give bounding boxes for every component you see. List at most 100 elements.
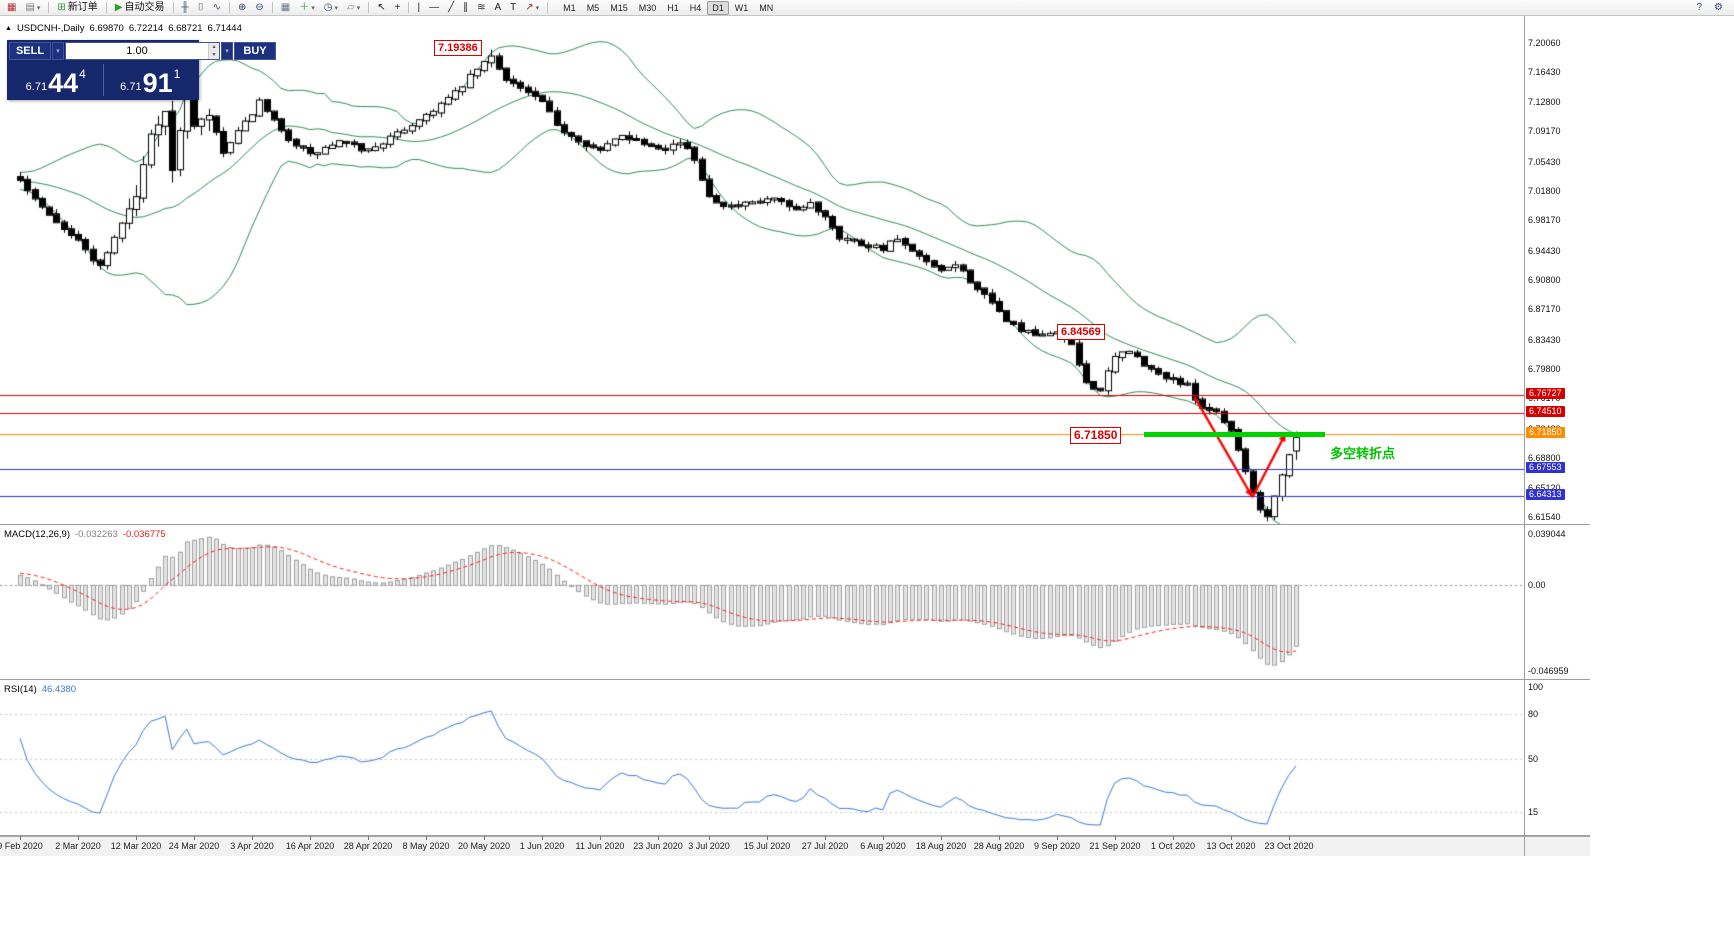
date-tick-label: 23 Jun 2020 <box>633 841 683 851</box>
macd-scale-label: 0.00 <box>1528 580 1546 590</box>
auto-trading-icon: ▶ <box>114 1 123 13</box>
macd-pane-canvas[interactable] <box>0 525 1524 679</box>
chart-low-value: 6.68721 <box>168 23 203 34</box>
price-tick-label: 6.61540 <box>1528 512 1561 522</box>
price-tick-label: 6.68800 <box>1528 453 1561 463</box>
zoom-out-icon[interactable]: ⊖ <box>251 0 267 16</box>
caret-down-icon: ▾ <box>356 4 361 12</box>
date-tick <box>767 836 768 840</box>
timeframe-d1[interactable]: D1 <box>707 0 729 15</box>
panel-separator[interactable] <box>0 835 1590 836</box>
toolbar-separator <box>547 2 549 13</box>
date-tick-label: 3 Apr 2020 <box>230 841 274 851</box>
date-tick-label: 12 Mar 2020 <box>110 841 162 851</box>
channel-icon[interactable]: ∥ <box>459 0 472 16</box>
date-tick <box>20 836 21 840</box>
bar-chart-icon[interactable]: ╫ <box>178 0 193 16</box>
indicators-button[interactable]: ＋ ▾ <box>295 0 319 16</box>
date-tick-label: 20 May 2020 <box>457 841 511 851</box>
price-annotation-mid[interactable]: 6.84569 <box>1057 324 1105 340</box>
buy-price[interactable]: 6.71 91 1 <box>104 62 198 98</box>
volume-increase-button[interactable]: ▴ <box>208 43 219 51</box>
buy-button[interactable]: BUY <box>234 42 276 60</box>
candlestick-chart-icon[interactable]: ⌷ <box>194 0 208 16</box>
panel-separator[interactable] <box>0 524 1590 525</box>
trendline-icon[interactable]: ╱ <box>444 0 458 16</box>
arrows-button[interactable]: ↗ ▾ <box>521 0 543 16</box>
timeframe-m1[interactable]: M1 <box>563 2 576 13</box>
date-tick <box>999 836 1000 840</box>
zoom-out-icon: ⊖ <box>255 1 264 13</box>
macd-scale-label: 0.039044 <box>1528 529 1566 539</box>
chart-high-value: 6.72214 <box>128 23 164 34</box>
turning-point-label[interactable]: 多空转折点 <box>1330 446 1396 461</box>
price-tick-label: 6.65120 <box>1528 483 1561 493</box>
horizontal-line-icon[interactable]: — <box>425 0 443 16</box>
date-tick <box>1173 836 1174 840</box>
price-tick-label: 7.20060 <box>1528 38 1561 48</box>
templates-button[interactable]: ▱ ▾ <box>343 0 364 16</box>
settings-icon[interactable]: ⚙ <box>1710 0 1727 16</box>
timeframe-mn[interactable]: MN <box>759 2 774 13</box>
time-axis[interactable] <box>0 836 1590 856</box>
price-tick-label: 7.05430 <box>1528 157 1561 167</box>
periods-button[interactable]: ◷ ▾ <box>320 0 342 16</box>
timeframe-buttons: M1 M5 M15 M30 H1 H4 D1 W1 MN <box>558 0 778 15</box>
macd-signal-value: -0.036775 <box>122 529 166 540</box>
new-order-button[interactable]: ⊞ 新订单 <box>53 0 101 16</box>
timeframe-m15[interactable]: M15 <box>610 2 628 13</box>
panel-separator[interactable] <box>0 679 1590 680</box>
line-chart-icon: ∿ <box>212 1 221 13</box>
price-tick-label: 7.16430 <box>1528 67 1561 77</box>
chart-symbol-period: USDCNH-,Daily <box>16 23 85 34</box>
fibonacci-icon[interactable]: ≋ <box>473 0 489 16</box>
profiles-icon[interactable]: ▤ ▾ <box>21 0 44 16</box>
line-chart-icon[interactable]: ∿ <box>209 0 225 16</box>
date-tick <box>941 836 942 840</box>
volume-dropdown-caret[interactable]: ▾ <box>221 42 233 60</box>
sell-button[interactable]: SELL <box>9 42 51 60</box>
date-tick-label: 6 Aug 2020 <box>860 841 906 851</box>
main-chart-canvas[interactable] <box>0 16 1524 524</box>
price-divider <box>102 64 104 96</box>
tile-windows-icon[interactable]: ▦ <box>277 0 294 16</box>
rsi-pane-canvas[interactable] <box>0 680 1524 835</box>
price-tick-label: 6.87170 <box>1528 304 1561 314</box>
date-tick <box>883 836 884 840</box>
cursor-icon[interactable]: ↖ <box>373 0 389 16</box>
price-annotation-peak[interactable]: 7.19386 <box>434 40 482 56</box>
sell-price-sup: 4 <box>79 67 86 81</box>
periods-icon: ◷ <box>323 1 333 13</box>
toolbar-separator <box>48 2 50 13</box>
vertical-line-icon[interactable]: | <box>413 0 424 16</box>
macd-indicator-label: MACD(12,26,9) -0.032263 -0.036775 <box>4 529 166 540</box>
label-icon[interactable]: T <box>506 0 520 16</box>
volume-input[interactable] <box>66 43 208 59</box>
price-tick-label: 6.94430 <box>1528 246 1561 256</box>
sell-price[interactable]: 6.71 44 4 <box>9 62 103 98</box>
timeframe-m30[interactable]: M30 <box>638 2 657 13</box>
help-icon[interactable]: ? <box>1692 0 1706 16</box>
symbol-dropdown-icon[interactable]: ▲ <box>5 25 12 32</box>
zoom-in-icon[interactable]: ⊕ <box>234 0 250 16</box>
timeframe-h4[interactable]: H4 <box>689 2 702 13</box>
date-tick <box>1057 836 1058 840</box>
zoom-in-icon: ⊕ <box>238 1 247 13</box>
timeframe-m5[interactable]: M5 <box>586 2 600 13</box>
volume-decrease-button[interactable]: ▾ <box>208 51 219 59</box>
auto-trading-button[interactable]: ▶ 自动交易 <box>111 0 169 16</box>
crosshair-icon[interactable]: + <box>391 0 405 16</box>
support-level-highlight[interactable] <box>1144 432 1325 437</box>
timeframe-w1[interactable]: W1 <box>734 2 749 13</box>
sell-dropdown-caret[interactable]: ▾ <box>52 42 64 60</box>
new-chart-icon[interactable]: ▦ <box>3 0 20 16</box>
buy-price-big: 91 <box>142 68 173 98</box>
date-tick <box>542 836 543 840</box>
timeframe-h1[interactable]: H1 <box>667 2 679 13</box>
date-tick-label: 9 Feb 2020 <box>0 841 43 851</box>
date-tick-label: 8 May 2020 <box>402 841 450 851</box>
text-icon[interactable]: A <box>490 0 505 16</box>
trendline-icon: ╱ <box>448 1 455 13</box>
price-annotation-level[interactable]: 6.71850 <box>1070 427 1122 444</box>
